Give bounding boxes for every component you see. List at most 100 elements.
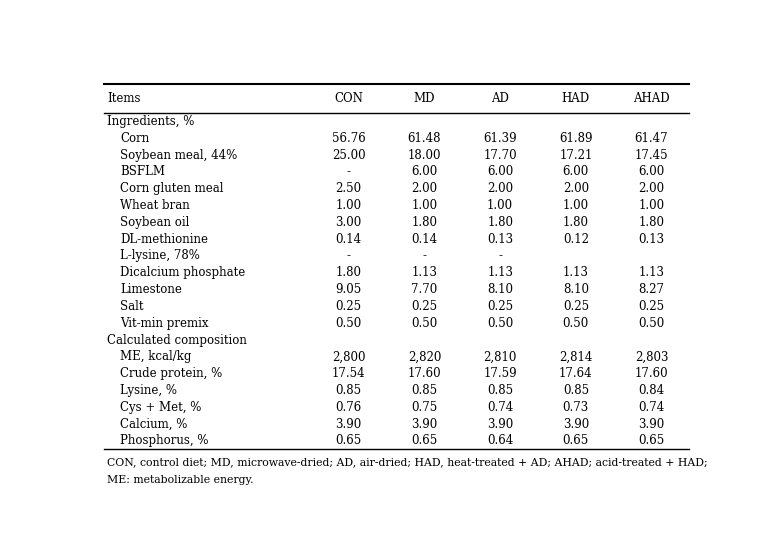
Text: Limestone: Limestone: [120, 283, 182, 296]
Text: -: -: [347, 250, 351, 263]
Text: -: -: [498, 250, 502, 263]
Text: Salt: Salt: [120, 300, 144, 313]
Text: 0.65: 0.65: [411, 435, 437, 448]
Text: Lysine, %: Lysine, %: [120, 384, 177, 397]
Text: Soybean oil: Soybean oil: [120, 216, 190, 229]
Text: 18.00: 18.00: [408, 149, 441, 162]
Text: Items: Items: [107, 92, 140, 105]
Text: 7.70: 7.70: [411, 283, 437, 296]
Text: MD: MD: [413, 92, 435, 105]
Text: Wheat bran: Wheat bran: [120, 199, 190, 212]
Text: 0.50: 0.50: [487, 317, 513, 330]
Text: 1.80: 1.80: [563, 216, 589, 229]
Text: 1.80: 1.80: [336, 266, 361, 280]
Text: 1.00: 1.00: [563, 199, 589, 212]
Text: 2.00: 2.00: [487, 182, 513, 195]
Text: 17.70: 17.70: [483, 149, 517, 162]
Text: ME: metabolizable energy.: ME: metabolizable energy.: [107, 474, 253, 485]
Text: 8.10: 8.10: [563, 283, 589, 296]
Text: 3.00: 3.00: [336, 216, 362, 229]
Text: -: -: [423, 250, 426, 263]
Text: 0.14: 0.14: [412, 233, 437, 246]
Text: 2,803: 2,803: [635, 351, 668, 364]
Text: 0.25: 0.25: [487, 300, 513, 313]
Text: 2,820: 2,820: [408, 351, 441, 364]
Text: 17.64: 17.64: [559, 367, 593, 380]
Text: 0.25: 0.25: [412, 300, 437, 313]
Text: Corn: Corn: [120, 132, 149, 145]
Text: 2.50: 2.50: [336, 182, 361, 195]
Text: L-lysine, 78%: L-lysine, 78%: [120, 250, 200, 263]
Text: 0.50: 0.50: [336, 317, 362, 330]
Text: ME, kcal/kg: ME, kcal/kg: [120, 351, 191, 364]
Text: 0.13: 0.13: [639, 233, 665, 246]
Text: 0.85: 0.85: [412, 384, 437, 397]
Text: 1.13: 1.13: [487, 266, 513, 280]
Text: 1.00: 1.00: [487, 199, 513, 212]
Text: 8.27: 8.27: [639, 283, 665, 296]
Text: 9.05: 9.05: [336, 283, 362, 296]
Text: 2,814: 2,814: [559, 351, 593, 364]
Text: 8.10: 8.10: [487, 283, 513, 296]
Text: Calculated composition: Calculated composition: [107, 334, 247, 347]
Text: 0.14: 0.14: [336, 233, 361, 246]
Text: AD: AD: [491, 92, 509, 105]
Text: 2,800: 2,800: [332, 351, 365, 364]
Text: 0.13: 0.13: [487, 233, 513, 246]
Text: 1.80: 1.80: [639, 216, 665, 229]
Text: AHAD: AHAD: [633, 92, 670, 105]
Text: 3.90: 3.90: [639, 418, 665, 431]
Text: CON: CON: [334, 92, 363, 105]
Text: Calcium, %: Calcium, %: [120, 418, 187, 431]
Text: 0.50: 0.50: [411, 317, 437, 330]
Text: 3.90: 3.90: [336, 418, 362, 431]
Text: 2.00: 2.00: [639, 182, 665, 195]
Text: 17.60: 17.60: [408, 367, 441, 380]
Text: 2.00: 2.00: [563, 182, 589, 195]
Text: 0.50: 0.50: [563, 317, 589, 330]
Text: 3.90: 3.90: [563, 418, 589, 431]
Text: Corn gluten meal: Corn gluten meal: [120, 182, 224, 195]
Text: 0.65: 0.65: [336, 435, 362, 448]
Text: 0.65: 0.65: [563, 435, 589, 448]
Text: 2,810: 2,810: [484, 351, 517, 364]
Text: 25.00: 25.00: [332, 149, 365, 162]
Text: 17.45: 17.45: [635, 149, 669, 162]
Text: Dicalcium phosphate: Dicalcium phosphate: [120, 266, 245, 280]
Text: 2.00: 2.00: [412, 182, 437, 195]
Text: Vit-min premix: Vit-min premix: [120, 317, 209, 330]
Text: 0.85: 0.85: [487, 384, 513, 397]
Text: 17.54: 17.54: [332, 367, 365, 380]
Text: 0.85: 0.85: [563, 384, 589, 397]
Text: 61.89: 61.89: [559, 132, 593, 145]
Text: 3.90: 3.90: [487, 418, 513, 431]
Text: 0.76: 0.76: [336, 401, 362, 414]
Text: 6.00: 6.00: [411, 165, 437, 179]
Text: 1.13: 1.13: [563, 266, 589, 280]
Text: 0.25: 0.25: [336, 300, 361, 313]
Text: 3.90: 3.90: [411, 418, 437, 431]
Text: Cys + Met, %: Cys + Met, %: [120, 401, 201, 414]
Text: 0.85: 0.85: [336, 384, 361, 397]
Text: 1.13: 1.13: [412, 266, 437, 280]
Text: 0.64: 0.64: [487, 435, 513, 448]
Text: 0.74: 0.74: [639, 401, 665, 414]
Text: 1.00: 1.00: [336, 199, 361, 212]
Text: 0.12: 0.12: [563, 233, 589, 246]
Text: 61.48: 61.48: [408, 132, 441, 145]
Text: 17.59: 17.59: [483, 367, 517, 380]
Text: 0.84: 0.84: [639, 384, 665, 397]
Text: 0.25: 0.25: [639, 300, 665, 313]
Text: 17.21: 17.21: [559, 149, 593, 162]
Text: -: -: [347, 165, 351, 179]
Text: 0.75: 0.75: [411, 401, 437, 414]
Text: 0.74: 0.74: [487, 401, 513, 414]
Text: 56.76: 56.76: [332, 132, 365, 145]
Text: BSFLM: BSFLM: [120, 165, 165, 179]
Text: 1.80: 1.80: [412, 216, 437, 229]
Text: 0.50: 0.50: [639, 317, 665, 330]
Text: Phosphorus, %: Phosphorus, %: [120, 435, 209, 448]
Text: Crude protein, %: Crude protein, %: [120, 367, 222, 380]
Text: 6.00: 6.00: [487, 165, 513, 179]
Text: DL-methionine: DL-methionine: [120, 233, 208, 246]
